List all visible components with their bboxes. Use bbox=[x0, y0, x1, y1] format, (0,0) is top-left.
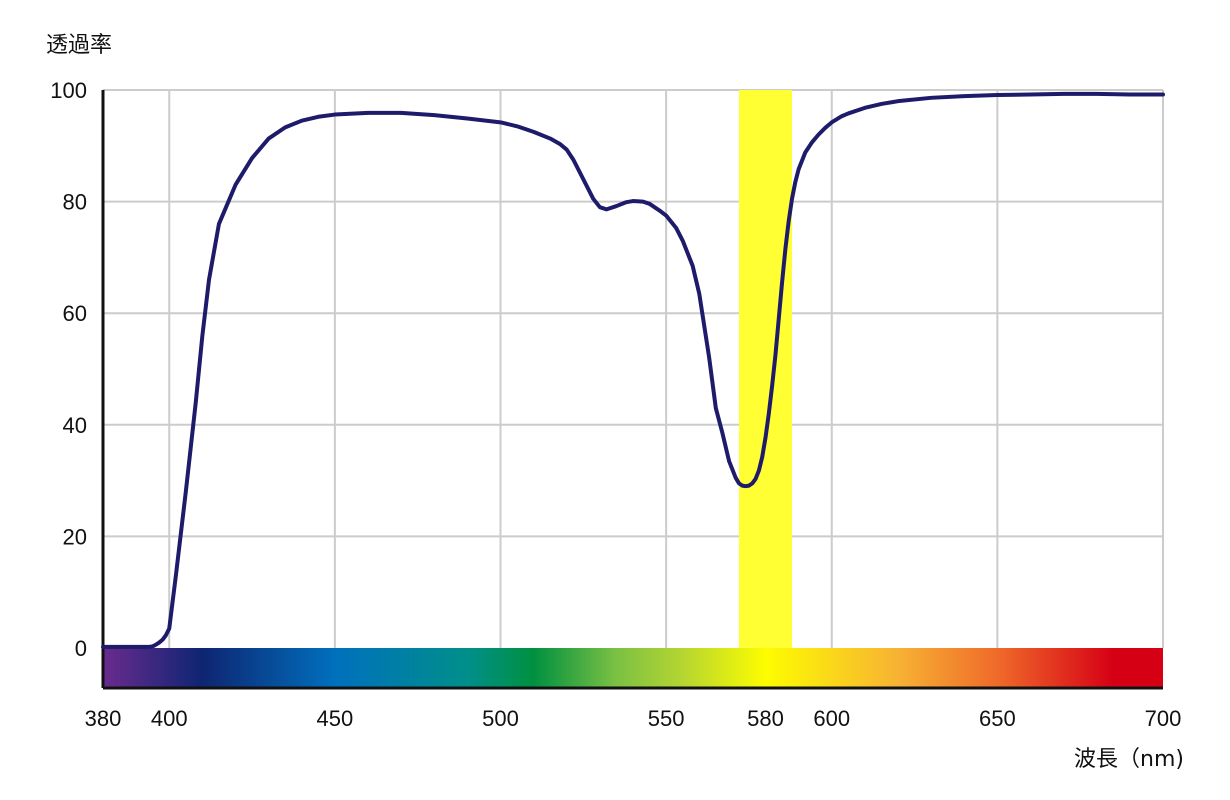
x-axis-title: 波長（nm) bbox=[1074, 747, 1184, 772]
x-tick-label: 400 bbox=[151, 706, 188, 731]
y-tick-label: 40 bbox=[63, 413, 87, 438]
y-tick-label: 80 bbox=[63, 190, 87, 215]
y-tick-label: 0 bbox=[75, 636, 87, 661]
y-tick-label: 100 bbox=[50, 78, 87, 103]
y-tick-label: 60 bbox=[63, 301, 87, 326]
x-tick-label: 580 bbox=[747, 706, 784, 731]
x-tick-label: 450 bbox=[317, 706, 354, 731]
x-tick-label: 550 bbox=[648, 706, 685, 731]
y-tick-label: 20 bbox=[63, 524, 87, 549]
highlight-band bbox=[739, 90, 792, 648]
x-tick-label: 650 bbox=[979, 706, 1016, 731]
x-tick-label: 700 bbox=[1145, 706, 1182, 731]
spectrum-bar bbox=[103, 648, 1163, 688]
x-tick-label: 380 bbox=[85, 706, 122, 731]
grid bbox=[103, 89, 1164, 648]
y-axis-title: 透過率 bbox=[46, 33, 112, 58]
x-tick-labels: 380 400 450 500 550 580 600 650 700 bbox=[85, 706, 1182, 731]
series-line bbox=[101, 91, 1165, 649]
axes bbox=[101, 90, 1163, 690]
x-tick-label: 600 bbox=[813, 706, 850, 731]
x-tick-label: 500 bbox=[482, 706, 519, 731]
y-tick-labels: 0 20 40 60 80 100 bbox=[50, 78, 87, 661]
